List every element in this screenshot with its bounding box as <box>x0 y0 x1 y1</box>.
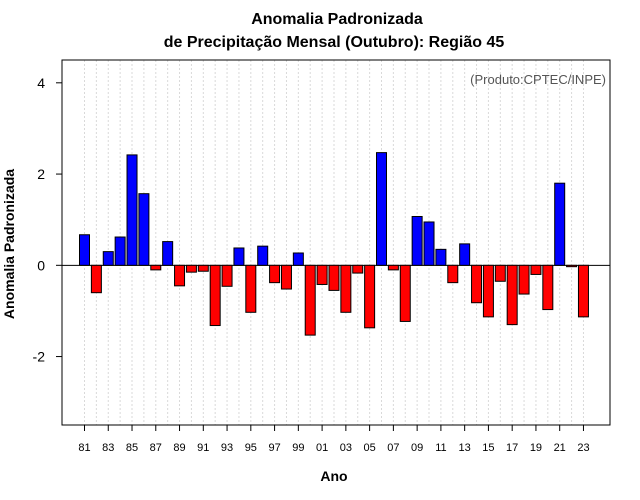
x-tick-label: 21 <box>554 442 566 454</box>
x-axis-label: Ano <box>320 468 347 484</box>
bar-16 <box>494 264 506 282</box>
bar-89 <box>174 264 186 287</box>
bar-96 <box>257 245 269 266</box>
bar-20 <box>542 264 554 311</box>
x-tick-label: 01 <box>316 442 328 454</box>
x-tick-label: 97 <box>268 442 280 454</box>
x-tick-label: 83 <box>102 442 114 454</box>
bar-17 <box>506 264 518 326</box>
x-tick-label: 03 <box>340 442 352 454</box>
y-tick-label: 4 <box>37 75 45 91</box>
bar-86 <box>138 193 150 266</box>
y-tick-label: -2 <box>33 349 46 365</box>
bar-85 <box>126 154 138 266</box>
x-tick-label: 81 <box>78 442 90 454</box>
bar-92 <box>209 264 221 327</box>
bar-01 <box>316 264 328 285</box>
x-tick-label: 05 <box>363 442 375 454</box>
bar-04 <box>352 264 364 274</box>
bar-81 <box>79 234 90 266</box>
credit-label: (Produto:CPTEC/INPE) <box>470 72 606 87</box>
bar-94 <box>233 247 245 266</box>
bar-99 <box>292 252 304 266</box>
bar-19 <box>530 264 542 275</box>
bar-00 <box>304 264 316 336</box>
bar-15 <box>482 264 494 318</box>
bar-02 <box>328 264 340 291</box>
bar-98 <box>280 264 292 290</box>
x-tick-label: 13 <box>459 442 471 454</box>
bar-23 <box>577 264 589 318</box>
bar-22 <box>566 264 578 268</box>
x-tick-label: 99 <box>292 442 304 454</box>
y-tick-label: 0 <box>37 257 45 273</box>
bar-06 <box>376 152 387 266</box>
bar-82 <box>90 264 102 294</box>
plot-frame <box>61 59 611 426</box>
x-axis: 81 83 85 87 89 91 93 95 97 99 01 03 05 07 09 11 13 15 17 19… <box>78 425 590 454</box>
bar-08 <box>399 264 411 322</box>
chart-title-line1: Anomalia Padronizada <box>251 11 423 28</box>
x-tick-label: 09 <box>411 442 423 454</box>
x-tick-label: 07 <box>387 442 399 454</box>
bar-91 <box>197 264 209 272</box>
bar-90 <box>185 264 197 273</box>
bar-10 <box>423 221 435 266</box>
bar-84 <box>114 236 126 266</box>
x-tick-label: 15 <box>482 442 494 454</box>
bar-21 <box>554 182 566 266</box>
x-tick-label: 91 <box>197 442 209 454</box>
x-tick-label: 89 <box>173 442 185 454</box>
x-tick-label: 19 <box>530 442 542 454</box>
x-tick-label: 93 <box>221 442 233 454</box>
bar-93 <box>221 264 233 287</box>
bar-87 <box>150 264 162 271</box>
chart-title-line2: de Precipitação Mensal (Outubro): Região… <box>164 34 505 51</box>
x-tick-label: 85 <box>126 442 138 454</box>
bar-18 <box>518 264 530 295</box>
bar-13 <box>459 243 471 266</box>
bar-83 <box>102 251 114 266</box>
x-tick-label: 23 <box>577 442 589 454</box>
bar-95 <box>245 264 257 313</box>
bar-09 <box>411 215 423 266</box>
bar-14 <box>471 264 483 304</box>
x-tick-label: 11 <box>435 442 446 454</box>
bar-88 <box>162 241 174 266</box>
gridlines <box>84 60 584 425</box>
bar-05 <box>364 264 376 329</box>
bars <box>79 152 589 336</box>
bar-11 <box>435 248 447 266</box>
bar-07 <box>387 264 399 271</box>
x-tick-label: 95 <box>245 442 257 454</box>
y-axis: -2 0 2 4 <box>33 75 62 365</box>
bar-03 <box>340 264 352 313</box>
x-tick-label: 87 <box>150 442 162 454</box>
bar-12 <box>447 264 459 284</box>
x-tick-label: 17 <box>506 442 518 454</box>
y-tick-label: 2 <box>37 166 45 182</box>
bar-97 <box>269 264 281 284</box>
y-axis-label: Anomalia Padronizada <box>1 169 17 319</box>
